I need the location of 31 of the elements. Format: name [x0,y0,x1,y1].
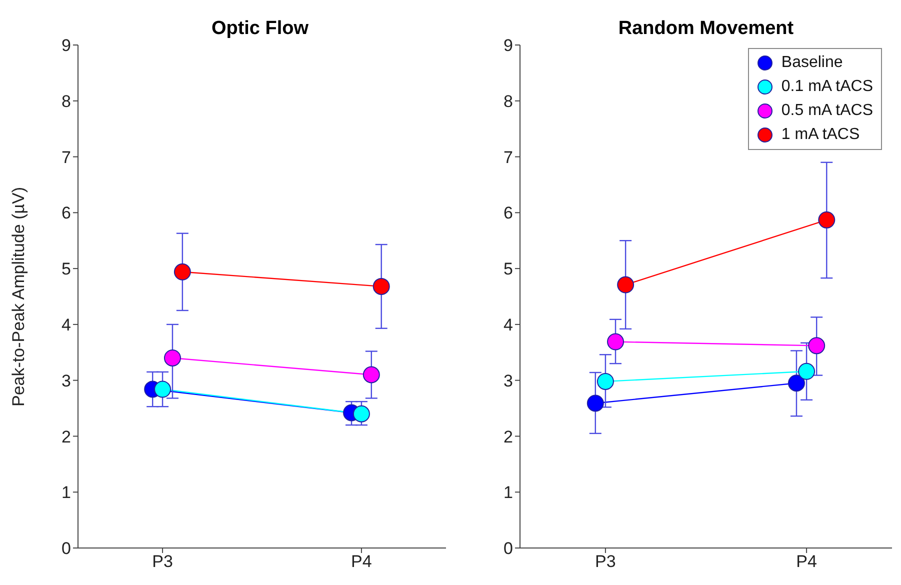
chart-title: Random Movement [617,18,795,40]
chart-title: Optic Flow [210,18,310,40]
y-axis-title: Peak-to-Peak Amplitude (µV) [9,186,28,406]
y-tick-label: 7 [504,148,513,167]
y-tick-label: 7 [62,148,71,167]
x-tick-label: P3 [152,552,173,572]
y-tick-label: 3 [62,371,71,390]
legend-label: 0.5 mA tACS [781,101,873,121]
y-tick-label: 9 [504,36,513,56]
y-tick-label: 5 [504,260,513,279]
y-tick-label: 6 [504,204,513,223]
x-tick-label: P3 [595,552,616,572]
y-tick-label: 8 [504,92,513,111]
y-tick-label: 1 [504,483,513,502]
legend-label: 1 mA tACS [781,125,860,145]
y-tick-label: 6 [62,204,71,223]
y-tick-label: 8 [62,92,71,111]
x-tick-label: P4 [796,552,817,572]
y-tick-label: 3 [504,371,513,390]
y-tick-label: 2 [504,427,513,446]
y-tick-label: 1 [62,483,71,502]
y-tick-label: 0 [62,539,71,558]
x-tick-label: P4 [351,552,372,572]
legend-label: 0.1 mA tACS [781,77,873,97]
legend-label: Baseline [781,53,843,73]
y-tick-label: 4 [504,315,513,334]
y-tick-label: 0 [504,539,513,558]
y-tick-label: 5 [62,260,71,279]
y-tick-label: 2 [62,427,71,446]
y-tick-label: 4 [62,315,71,334]
y-tick-label: 9 [62,36,71,56]
